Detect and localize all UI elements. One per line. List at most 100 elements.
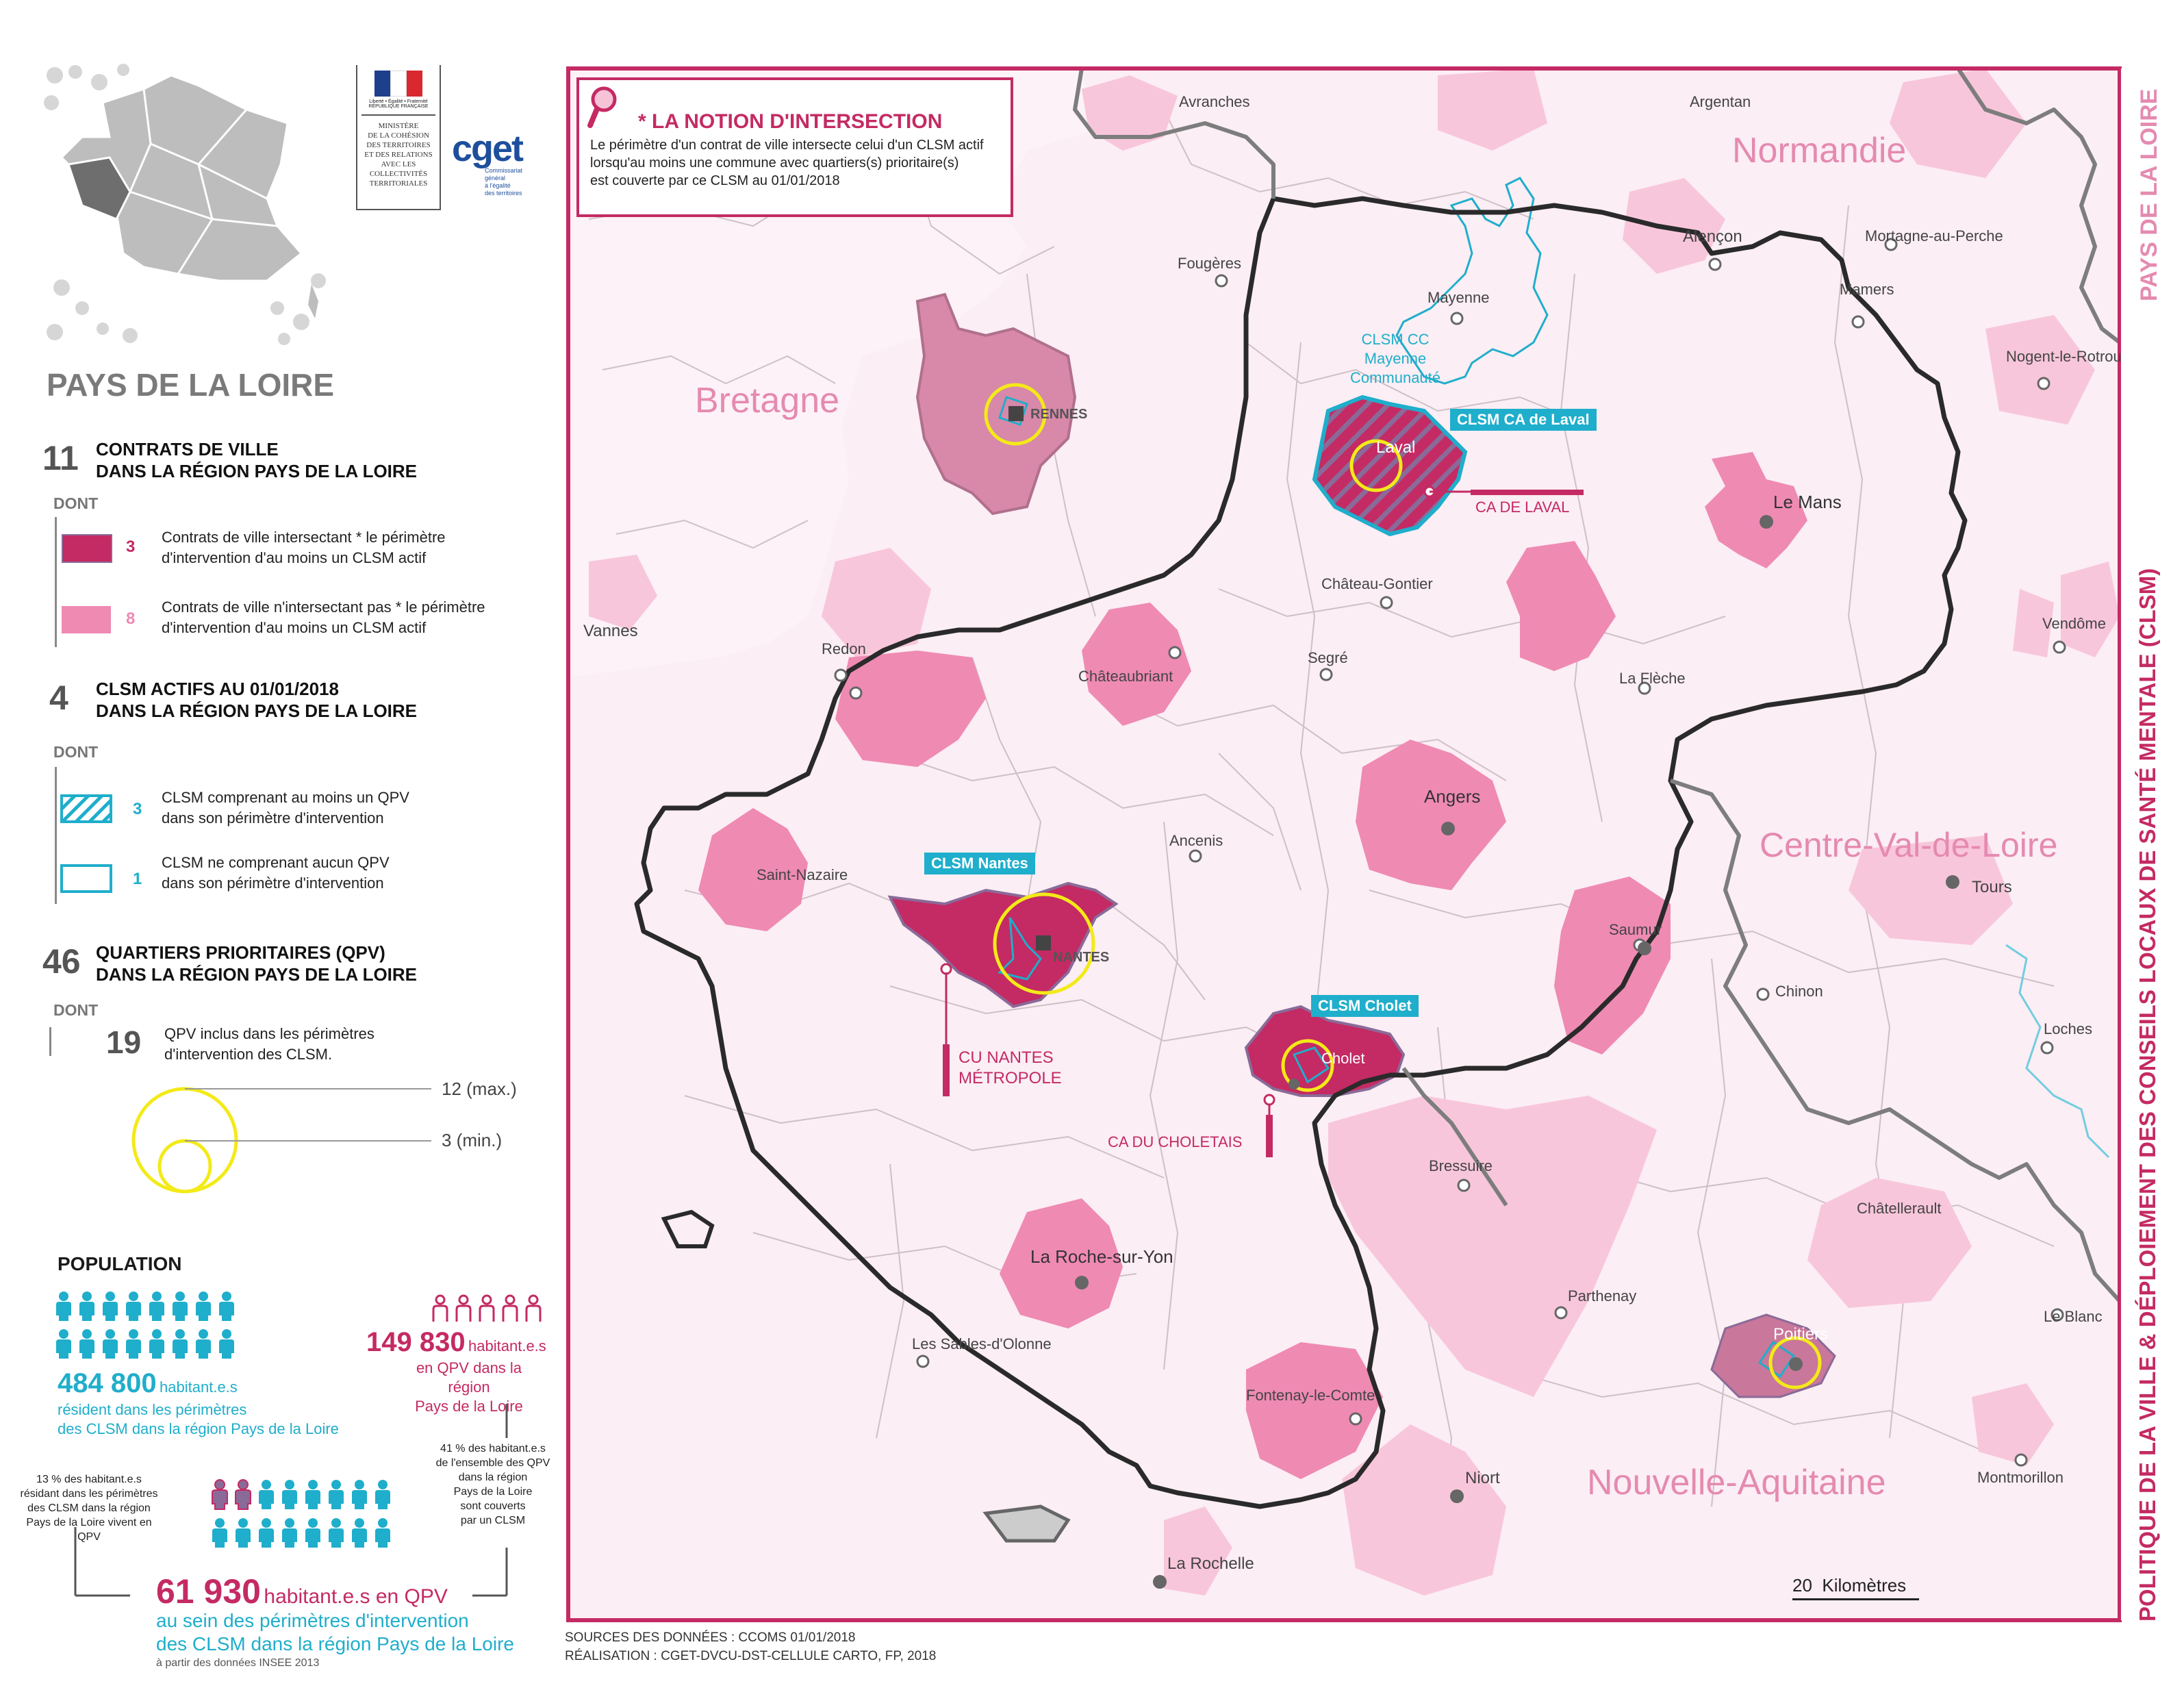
notion-box: * LA NOTION D'INTERSECTION Le périmètre … [576,77,1013,217]
side-title-main: POLITIQUE DE LA VILLE & DÉPLOIEMENT DES … [2135,568,2160,1622]
city-lemans: Le Mans [1773,492,1842,512]
legend-count-clsm-qpv: 3 [133,800,142,818]
pop-qpv-value: 149 830 [366,1327,466,1357]
region-title: PAYS DE LA LOIRE [47,367,335,403]
qpv-inclus-label: QPV inclus dans les périmètres [164,1025,374,1042]
ministry-logo: Liberté • Égalité • Fraternité RÉPUBLIQU… [356,65,441,210]
city-nantes: NANTES [1053,950,1110,965]
city-mamers: Mamers [1840,281,1894,298]
marianne-motto: Liberté • Égalité • Fraternité [369,99,428,104]
qpv-count: 46 [42,942,81,981]
city-larochelle: La Rochelle [1167,1554,1254,1573]
city-leblanc: Le Blanc [2044,1308,2103,1325]
city-segre: Segré [1308,649,1348,666]
note-13-pct: 13 % des habitant.e.s [36,1474,142,1485]
city-larochesuryon: La Roche-sur-Yon [1030,1246,1173,1267]
city-niort: Niort [1465,1469,1500,1487]
city-bressuire: Bressuire [1429,1157,1493,1174]
city-chatellerault: Châtellerault [1857,1200,1942,1217]
label-clsm-cholet: CLSM Cholet [1311,995,1419,1017]
city-lafleche: La Flèche [1619,670,1686,687]
city-chinon: Chinon [1775,983,1823,1000]
legend-swatch-clsm-qpv [60,794,112,823]
city-vendome: Vendôme [2042,615,2106,632]
city-nogent: Nogent-le-Rotrou [2006,348,2122,365]
label-clsm-mayenne: CLSM CC Mayenne [1361,331,1430,367]
scale-bar [1792,1598,1919,1600]
notion-text: Le périmètre d'un contrat de ville inter… [590,138,984,153]
circle-min-label: 3 (min.) [442,1130,503,1150]
clsm-dont: DONT [53,743,99,761]
legend-count-nointersect: 8 [126,609,136,628]
region-label-centre: Centre-Val-de-Loire [1760,826,2058,864]
city-mayenne: Mayenne [1427,289,1490,306]
qpv-title: QUARTIERS PRIORITAIRES (QPV) [96,942,385,963]
city-loches: Loches [2044,1020,2092,1037]
ministry-name: MINISTÈRE [378,122,419,130]
legend-label-clsm-noqpv: CLSM ne comprenant aucun QPV [162,854,390,871]
city-argentan: Argentan [1690,93,1751,110]
legend-label-nointersect: Contrats de ville n'intersectant pas * l… [162,598,485,616]
pop-clsm-label: résident dans les périmètres [58,1401,247,1418]
france-inset-map [44,64,326,345]
city-sablesdolonne: Les Sables-d'Olonne [912,1335,1052,1352]
legend-swatch-nointersect [62,606,111,633]
contrats-count: 11 [42,439,79,477]
label-clsm-laval: CLSM CA de Laval [1450,409,1597,431]
population-title: POPULATION [58,1253,182,1274]
city-avranches: Avranches [1179,93,1250,110]
city-alencon: Alençon [1683,227,1742,246]
region-label-nouvelle-aquitaine: Nouvelle-Aquitaine [1587,1463,1886,1502]
sources-text: SOURCES DES DONNÉES : CCOMS 01/01/2018 [565,1630,856,1645]
region-label-normandie: Normandie [1732,131,1907,171]
legend-swatch-intersect [62,534,112,563]
contrats-title: CONTRATS DE VILLE [96,439,279,459]
city-vannes: Vannes [583,622,638,640]
city-redon: Redon [822,640,866,657]
label-cu-nantes: CU NANTES [958,1048,1054,1067]
bracket-lines [74,1404,508,1597]
city-parthenay: Parthenay [1568,1287,1637,1305]
city-montmorillon: Montmorillon [1977,1469,2064,1486]
contrats-dont: DONT [53,494,99,512]
legend-count-clsm-noqpv: 1 [133,870,142,888]
city-chateaugontier: Château-Gontier [1321,575,1433,592]
city-rennes: RENNES [1030,407,1088,422]
legend-label-clsm-qpv: CLSM comprenant au moins un QPV [162,789,409,806]
region-label-bretagne: Bretagne [695,381,840,420]
city-fougeres: Fougères [1178,255,1241,272]
notion-title: * LA NOTION D'INTERSECTION [638,110,943,133]
qpv-inclus-count: 19 [106,1024,142,1060]
city-poitiers: Poitiers [1773,1325,1829,1344]
city-saumur: Saumur [1609,921,1662,938]
proportional-circles-legend [131,1087,431,1194]
cget-logo: cget Commissariat général à l'égalité de… [452,128,524,197]
pop-qpv-label: en QPV dans la région [416,1359,522,1396]
city-chateaubriant: Châteaubriant [1078,668,1173,685]
clsm-count: 4 [49,679,68,717]
pop-inter-label: au sein des périmètres d'intervention [156,1610,469,1631]
city-cholet: Cholet [1321,1050,1365,1067]
magnifier-icon [587,86,617,128]
pop-inter-source: à partir des données INSEE 2013 [156,1657,320,1669]
city-tours: Tours [1972,878,2012,896]
pop-inter-value: 61 930 [156,1572,261,1611]
legend-count-intersect: 3 [126,538,136,556]
city-saintnazaire: Saint-Nazaire [757,866,848,883]
city-ancenis: Ancenis [1169,832,1223,849]
scale-label: 20 Kilomètres [1792,1575,1907,1596]
label-ca-laval: CA DE LAVAL [1475,499,1570,516]
label-ca-choletais: CA DU CHOLETAIS [1108,1133,1243,1150]
city-mortagne: Mortagne-au-Perche [1865,227,2003,244]
legend-label-intersect: Contrats de ville intersectant * le péri… [162,529,446,546]
note-41-pct: 41 % des habitant.e.s [440,1443,546,1454]
label-clsm-nantes: CLSM Nantes [924,853,1035,874]
city-fontenay: Fontenay-le-Comte [1246,1387,1375,1404]
marianne-country: RÉPUBLIQUE FRANÇAISE [368,104,429,109]
city-laval: Laval [1376,438,1416,457]
qpv-dont: DONT [53,1001,99,1019]
city-angers: Angers [1424,786,1481,807]
